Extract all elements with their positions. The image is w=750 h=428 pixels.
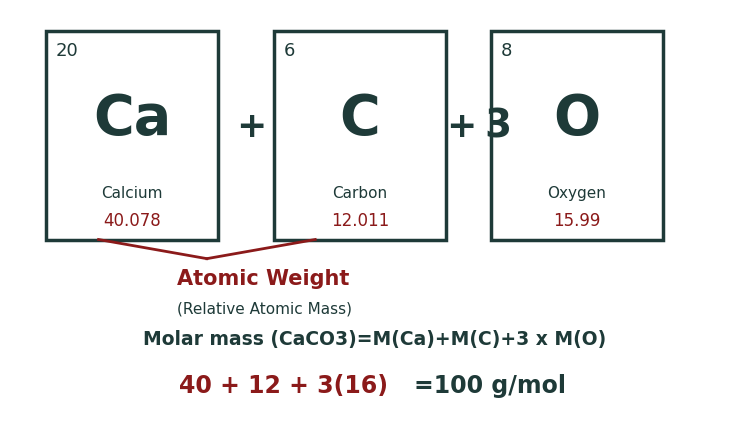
Bar (274, 31, 446, 240)
Text: +: + (446, 110, 476, 144)
Text: =100 g/mol: =100 g/mol (414, 374, 566, 398)
Text: 40.078: 40.078 (104, 212, 161, 230)
Text: Atomic Weight: Atomic Weight (177, 269, 350, 289)
Text: O: O (554, 92, 600, 146)
Text: 15.99: 15.99 (553, 212, 601, 230)
Text: +: + (236, 110, 267, 144)
Text: C: C (340, 92, 380, 146)
Text: 12.011: 12.011 (331, 212, 389, 230)
Text: Calcium: Calcium (101, 186, 163, 201)
Text: (Relative Atomic Mass): (Relative Atomic Mass) (177, 301, 352, 316)
Bar (490, 31, 663, 240)
Text: 3: 3 (484, 108, 512, 146)
Text: 40 + 12 + 3(16): 40 + 12 + 3(16) (178, 374, 388, 398)
Text: 6: 6 (284, 42, 296, 60)
Bar (46, 31, 218, 240)
Text: Oxygen: Oxygen (548, 186, 606, 201)
Text: Carbon: Carbon (332, 186, 388, 201)
Text: Ca: Ca (93, 92, 171, 146)
Text: 8: 8 (500, 42, 512, 60)
Text: 20: 20 (56, 42, 79, 60)
Text: Molar mass (CaCO3)=M(Ca)+M(C)+3 x M(O): Molar mass (CaCO3)=M(Ca)+M(C)+3 x M(O) (143, 330, 607, 349)
